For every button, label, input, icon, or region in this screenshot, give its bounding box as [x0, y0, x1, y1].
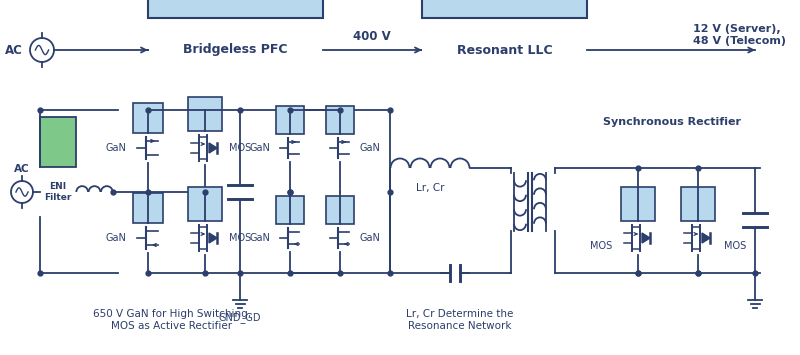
Bar — [621, 187, 655, 221]
Text: ENI
Filter: ENI Filter — [44, 182, 72, 202]
Bar — [133, 103, 163, 133]
Text: MOS: MOS — [229, 143, 251, 153]
Bar — [133, 193, 163, 223]
Polygon shape — [209, 233, 217, 243]
Text: 650 V GaN for High Switching,
MOS as Active Rectifier: 650 V GaN for High Switching, MOS as Act… — [93, 309, 251, 331]
Polygon shape — [702, 233, 710, 243]
Bar — [276, 106, 304, 134]
Text: GaN: GaN — [249, 143, 270, 153]
Text: AC: AC — [5, 44, 23, 56]
Bar — [681, 187, 715, 221]
Text: Bridgeless PFC: Bridgeless PFC — [182, 44, 287, 56]
Polygon shape — [642, 233, 650, 243]
Text: Resonant LLC: Resonant LLC — [457, 44, 553, 56]
Text: GaN: GaN — [249, 233, 270, 243]
Bar — [326, 196, 354, 224]
Bar — [276, 196, 304, 224]
Text: Lr, Cr Determine the
Resonance Network: Lr, Cr Determine the Resonance Network — [406, 309, 514, 331]
Bar — [40, 117, 76, 167]
Polygon shape — [209, 143, 217, 153]
Text: MOS: MOS — [724, 241, 746, 251]
Bar — [422, 0, 587, 18]
Text: GaN: GaN — [360, 143, 381, 153]
Text: MOS: MOS — [590, 241, 612, 251]
Text: 12 V (Server),
48 V (Telecom): 12 V (Server), 48 V (Telecom) — [693, 24, 786, 46]
Text: AC: AC — [14, 164, 30, 174]
Text: GND_GD: GND_GD — [218, 312, 262, 323]
Bar — [326, 106, 354, 134]
Text: 400 V: 400 V — [353, 31, 391, 44]
Bar — [188, 187, 222, 221]
Text: MOS: MOS — [229, 233, 251, 243]
Text: Lr, Cr: Lr, Cr — [416, 183, 444, 193]
Text: Synchronous Rectifier: Synchronous Rectifier — [603, 117, 741, 127]
Text: GaN: GaN — [105, 143, 126, 153]
Text: GaN: GaN — [105, 233, 126, 243]
Bar — [188, 97, 222, 131]
Text: GaN: GaN — [360, 233, 381, 243]
Bar — [148, 0, 323, 18]
